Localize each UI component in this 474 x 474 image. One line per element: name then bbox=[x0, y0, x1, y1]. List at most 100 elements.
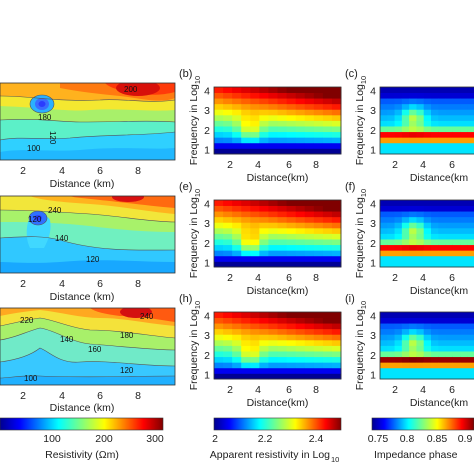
heatmap-cell bbox=[214, 367, 224, 374]
x-tick: 2 bbox=[227, 384, 233, 396]
heatmap-cell bbox=[313, 200, 324, 206]
heatmap-cell bbox=[409, 142, 417, 149]
heatmap-cell bbox=[445, 345, 454, 352]
x-tick: 4 bbox=[420, 159, 426, 171]
heatmap-cell bbox=[322, 356, 333, 363]
heatmap-cell bbox=[431, 137, 439, 144]
heatmap-cell bbox=[452, 216, 461, 223]
heatmap-cell bbox=[277, 239, 287, 246]
heatmap-cell bbox=[431, 317, 439, 324]
heatmap-cell bbox=[394, 222, 403, 229]
heatmap-cell bbox=[268, 87, 278, 93]
heatmap-cell bbox=[277, 233, 287, 240]
colorbar-apparent-resistivity: 2 2.2 2.4 Apparent resistivity in Log 10 bbox=[210, 417, 342, 464]
heatmap-cell bbox=[241, 148, 251, 155]
heatmap-cell bbox=[401, 109, 410, 116]
heatmap-cell bbox=[380, 312, 388, 318]
heatmap-cell bbox=[387, 98, 395, 105]
heatmap-cell bbox=[232, 227, 242, 234]
heatmap-cell bbox=[431, 87, 439, 93]
heatmap-cell bbox=[438, 244, 446, 251]
heatmap-cell bbox=[268, 373, 278, 380]
heatmap-cell bbox=[277, 92, 287, 99]
heatmap-cell bbox=[416, 87, 425, 93]
heatmap-cell bbox=[268, 103, 278, 110]
heatmap-cell bbox=[304, 233, 315, 240]
heatmap-cell bbox=[431, 328, 439, 335]
heatmap-cell bbox=[460, 205, 468, 212]
heatmap-cell bbox=[409, 328, 417, 335]
heatmap-cell bbox=[268, 233, 278, 240]
heatmap-cell bbox=[313, 205, 324, 212]
heatmap-cell bbox=[445, 356, 454, 363]
heatmap-cell bbox=[286, 261, 297, 268]
colorbar-label-subscript: 10 bbox=[331, 455, 339, 464]
heatmap-cell bbox=[438, 367, 446, 374]
heatmap-cell bbox=[313, 148, 324, 155]
heatmap-cell bbox=[259, 120, 269, 127]
heatmap-cell bbox=[394, 362, 403, 369]
heatmap-cell bbox=[467, 98, 474, 105]
heatmap-cell bbox=[214, 356, 224, 363]
x-tick: 6 bbox=[286, 272, 292, 284]
heatmap-cell bbox=[286, 239, 297, 246]
heatmap-cell bbox=[259, 373, 269, 380]
heatmap-cell bbox=[223, 142, 233, 149]
heatmap-cell bbox=[277, 227, 287, 234]
heatmap-cell bbox=[232, 339, 242, 346]
heatmap-cell bbox=[295, 211, 306, 218]
heatmap-cell bbox=[259, 205, 269, 212]
heatmap-cell bbox=[423, 148, 432, 155]
heatmap-cell bbox=[467, 92, 474, 99]
heatmap-cell bbox=[250, 216, 260, 223]
heatmap-cell bbox=[214, 255, 224, 262]
heatmap-cell bbox=[331, 339, 342, 346]
heatmap-cell bbox=[387, 200, 395, 206]
heatmap-cell bbox=[259, 98, 269, 105]
colorbar-tick: 100 bbox=[43, 433, 61, 445]
heatmap-cell bbox=[223, 233, 233, 240]
heatmap-cell bbox=[416, 250, 425, 257]
heatmap-cell bbox=[409, 205, 417, 212]
heatmap-cell bbox=[467, 222, 474, 229]
heatmap-cell bbox=[460, 148, 468, 155]
heatmap-cell bbox=[214, 250, 224, 257]
heatmap-cell bbox=[431, 339, 439, 346]
heatmap-cell bbox=[445, 250, 454, 257]
colorbar-resistivity: 100 200 300 Resistivity (Ωm) bbox=[0, 417, 164, 461]
heatmap-cell bbox=[322, 317, 333, 324]
heatmap-cell bbox=[452, 345, 461, 352]
heatmap-cell bbox=[467, 351, 474, 358]
heatmap-cell bbox=[313, 211, 324, 218]
x-tick: 2 bbox=[20, 165, 26, 177]
heatmap-cell bbox=[438, 356, 446, 363]
heatmap-cell bbox=[423, 109, 432, 116]
heatmap-cell bbox=[438, 239, 446, 246]
heatmap-cell bbox=[460, 345, 468, 352]
heatmap-cell bbox=[387, 211, 395, 218]
heatmap-cell bbox=[232, 261, 242, 268]
heatmap-cell bbox=[467, 142, 474, 149]
heatmap-cell bbox=[394, 98, 403, 105]
heatmap-cell bbox=[394, 250, 403, 257]
heatmap-cell bbox=[445, 227, 454, 234]
heatmap-cell bbox=[445, 103, 454, 110]
heatmap-cell bbox=[387, 87, 395, 93]
heatmap-cell bbox=[431, 142, 439, 149]
contour-label: 160 bbox=[88, 345, 102, 354]
heatmap-cell bbox=[409, 222, 417, 229]
heatmap-cell bbox=[438, 131, 446, 138]
heatmap-cell bbox=[416, 92, 425, 99]
heatmap-cell bbox=[380, 92, 388, 99]
heatmap-cell bbox=[409, 323, 417, 330]
heatmap-cell bbox=[322, 103, 333, 110]
heatmap-cell bbox=[241, 345, 251, 352]
heatmap-cell bbox=[387, 120, 395, 127]
contour-label: 200 bbox=[124, 85, 138, 94]
heatmap-cell bbox=[232, 312, 242, 318]
heatmap-cell bbox=[277, 142, 287, 149]
heatmap-cell bbox=[214, 312, 224, 318]
heatmap-cell bbox=[401, 126, 410, 133]
heatmap-cell bbox=[286, 339, 297, 346]
heatmap-cell bbox=[431, 211, 439, 218]
